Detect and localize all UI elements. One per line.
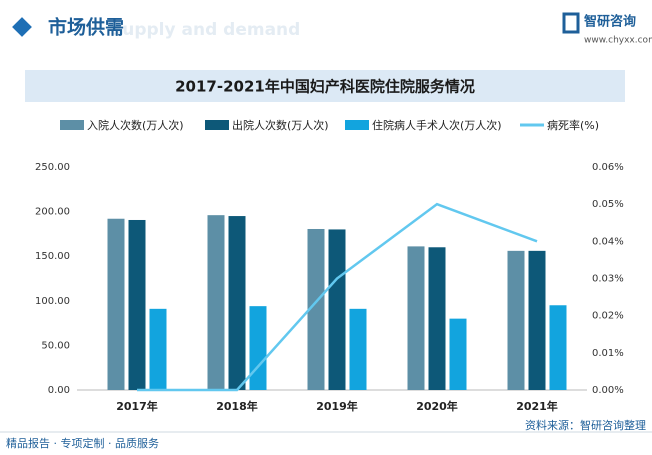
y2-tick-label: 0.06%: [592, 162, 624, 173]
y-tick-label: 50.00: [41, 340, 70, 351]
legend-swatch: [345, 120, 369, 130]
legend-swatch: [60, 120, 84, 130]
x-tick-label: 2017年: [116, 399, 158, 413]
bar: [207, 215, 225, 390]
legend-label: 病死率(%): [547, 118, 599, 132]
y-tick-label: 250.00: [35, 162, 70, 173]
legend-label: 住院病人手术人次(万人次): [372, 118, 502, 132]
y2-tick-label: 0.01%: [592, 348, 624, 359]
bar: [349, 308, 367, 390]
bar: [549, 305, 567, 390]
bar: [128, 219, 146, 390]
header-subtitle: Supply and demand: [110, 20, 300, 40]
bar: [228, 216, 246, 390]
y2-tick-label: 0.02%: [592, 311, 624, 322]
y2-tick-label: 0.00%: [592, 385, 624, 396]
footer-left: 精品报告 · 专项定制 · 品质服务: [6, 436, 159, 450]
logo-text: 智研咨询: [584, 14, 636, 30]
bar: [307, 228, 325, 390]
bar: [428, 247, 446, 390]
footer-source: 资料来源：智研咨询整理: [525, 418, 646, 432]
y2-tick-label: 0.03%: [592, 274, 624, 285]
x-tick-label: 2021年: [516, 399, 558, 413]
header-icon: [12, 17, 32, 37]
y-tick-label: 0.00: [48, 385, 70, 396]
x-tick-label: 2019年: [316, 399, 358, 413]
bar: [507, 250, 525, 390]
bar: [528, 250, 546, 390]
logo-url: www.chyxx.com: [584, 36, 652, 46]
legend-label: 入院人次数(万人次): [87, 118, 184, 132]
y2-tick-label: 0.05%: [592, 199, 624, 210]
bar: [328, 229, 346, 390]
x-tick-label: 2018年: [216, 399, 258, 413]
bar: [249, 306, 267, 390]
legend-label: 出院人次数(万人次): [232, 118, 329, 132]
bar: [407, 246, 425, 390]
x-tick-label: 2020年: [416, 399, 458, 413]
legend-swatch: [205, 120, 229, 130]
logo-icon: [562, 12, 580, 34]
y2-tick-label: 0.04%: [592, 236, 624, 247]
y-tick-label: 100.00: [35, 296, 70, 307]
title-band: [25, 70, 625, 102]
bar: [107, 218, 125, 390]
bar: [149, 308, 167, 390]
bar: [449, 318, 467, 390]
chart-title: 2017-2021年中国妇产科医院住院服务情况: [175, 78, 475, 96]
line: [137, 202, 538, 392]
y-tick-label: 150.00: [35, 251, 70, 262]
y-tick-label: 200.00: [35, 207, 70, 218]
header-title: 市场供需: [48, 16, 124, 39]
